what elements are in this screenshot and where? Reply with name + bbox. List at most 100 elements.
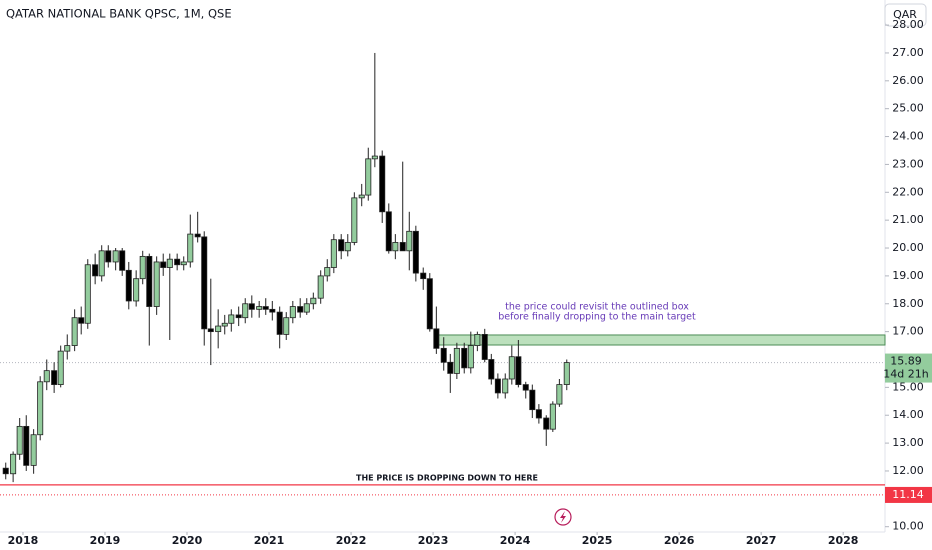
x-tick-label: 2028 bbox=[828, 534, 859, 547]
candle-body bbox=[269, 308, 276, 313]
candle-body bbox=[297, 306, 304, 313]
x-tick-label: 2024 bbox=[500, 534, 531, 547]
candle-body bbox=[522, 384, 529, 391]
y-tick-label: 26.00 bbox=[892, 74, 924, 87]
candle-body bbox=[461, 347, 468, 369]
candle-body bbox=[23, 425, 30, 466]
candle-body bbox=[392, 242, 399, 252]
candle-body bbox=[201, 236, 208, 330]
candle-body bbox=[365, 158, 372, 196]
y-tick-label: 22.00 bbox=[892, 185, 924, 198]
candle-body bbox=[194, 233, 201, 238]
candle-body bbox=[84, 264, 91, 324]
candle-body bbox=[262, 306, 269, 310]
candle-body bbox=[303, 303, 310, 313]
y-tick-label: 17.00 bbox=[892, 325, 924, 338]
candle-body bbox=[105, 250, 112, 263]
candle-body bbox=[51, 370, 58, 385]
candle-body bbox=[412, 230, 419, 274]
candle-body bbox=[242, 303, 249, 319]
y-tick-label: 10.00 bbox=[892, 520, 924, 533]
candle-body bbox=[494, 378, 501, 394]
candle-body bbox=[508, 356, 515, 380]
y-tick-label: 24.00 bbox=[892, 130, 924, 143]
candle-body bbox=[344, 242, 351, 252]
y-tick-label: 21.00 bbox=[892, 213, 924, 226]
candle-body bbox=[133, 278, 140, 302]
y-tick-label: 25.00 bbox=[892, 102, 924, 115]
x-tick-label: 2021 bbox=[254, 534, 285, 547]
candle-body bbox=[543, 417, 550, 430]
candle-body bbox=[351, 197, 358, 243]
candle-body bbox=[502, 378, 509, 394]
x-tick-label: 2018 bbox=[8, 534, 39, 547]
candle-body bbox=[358, 194, 365, 199]
candle-body bbox=[153, 261, 160, 307]
candle-body bbox=[215, 325, 222, 333]
y-tick-label: 20.00 bbox=[892, 241, 924, 254]
candle-body bbox=[283, 317, 290, 335]
candle-body bbox=[146, 255, 153, 307]
box-note: before finally dropping to the main targ… bbox=[498, 311, 696, 322]
candle-body bbox=[556, 384, 563, 405]
y-tick-label: 19.00 bbox=[892, 269, 924, 282]
candle-body bbox=[16, 425, 23, 455]
candle-body bbox=[2, 467, 9, 475]
box-note: the price could revisit the outlined box bbox=[505, 301, 689, 312]
y-tick-label: 14.00 bbox=[892, 408, 924, 421]
candle-body bbox=[420, 272, 427, 280]
candle-body bbox=[453, 347, 460, 374]
target-price-badge bbox=[885, 486, 932, 503]
candle-body bbox=[187, 233, 194, 263]
candle-body bbox=[139, 255, 146, 280]
candle-body bbox=[385, 211, 392, 252]
candle-body bbox=[256, 306, 263, 310]
x-tick-label: 2020 bbox=[172, 534, 203, 547]
candle-body bbox=[474, 334, 481, 346]
y-tick-label: 27.00 bbox=[892, 46, 924, 59]
target-text: THE PRICE IS DROPPING DOWN TO HERE bbox=[356, 473, 538, 482]
candle-body bbox=[248, 303, 255, 310]
candle-body bbox=[563, 362, 570, 385]
x-tick-label: 2022 bbox=[336, 534, 367, 547]
y-tick-label: 12.00 bbox=[892, 464, 924, 477]
candle-body bbox=[98, 250, 105, 277]
candle-body bbox=[426, 278, 433, 330]
candle-body bbox=[119, 250, 126, 271]
x-tick-label: 2023 bbox=[418, 534, 449, 547]
candle-body bbox=[166, 258, 173, 268]
candle-body bbox=[371, 155, 378, 160]
icon-bolt[interactable] bbox=[560, 511, 566, 523]
candle-body bbox=[228, 314, 235, 324]
candle-body bbox=[57, 350, 64, 385]
candle-body bbox=[440, 347, 447, 363]
candle-body bbox=[317, 275, 324, 299]
y-tick-label: 15.00 bbox=[892, 380, 924, 393]
candle-body bbox=[30, 434, 37, 466]
candle-body bbox=[160, 261, 167, 268]
chart-title: QATAR NATIONAL BANK QPSC, 1M, QSE bbox=[6, 7, 232, 21]
candle-body bbox=[71, 317, 78, 346]
candle-body bbox=[379, 155, 386, 213]
currency-label[interactable]: QAR bbox=[893, 8, 917, 21]
candle-body bbox=[406, 230, 413, 252]
candle-body bbox=[399, 242, 406, 252]
target-price-label: 11.14 bbox=[892, 488, 924, 501]
lightning-icon[interactable] bbox=[554, 508, 572, 526]
candle-body bbox=[433, 328, 440, 349]
candle-body bbox=[276, 311, 283, 335]
candle-body bbox=[535, 409, 542, 419]
y-tick-label: 23.00 bbox=[892, 157, 924, 170]
candle-body bbox=[92, 264, 99, 277]
currency-button[interactable] bbox=[884, 3, 927, 27]
candle-body bbox=[324, 267, 331, 277]
candle-body bbox=[78, 317, 85, 324]
candle-body bbox=[235, 314, 242, 319]
candle-body bbox=[467, 345, 474, 369]
candle-body bbox=[289, 306, 296, 319]
candle-body bbox=[515, 356, 522, 385]
candle-body bbox=[529, 389, 536, 411]
outlined-box bbox=[434, 334, 886, 346]
candle-body bbox=[330, 239, 337, 268]
